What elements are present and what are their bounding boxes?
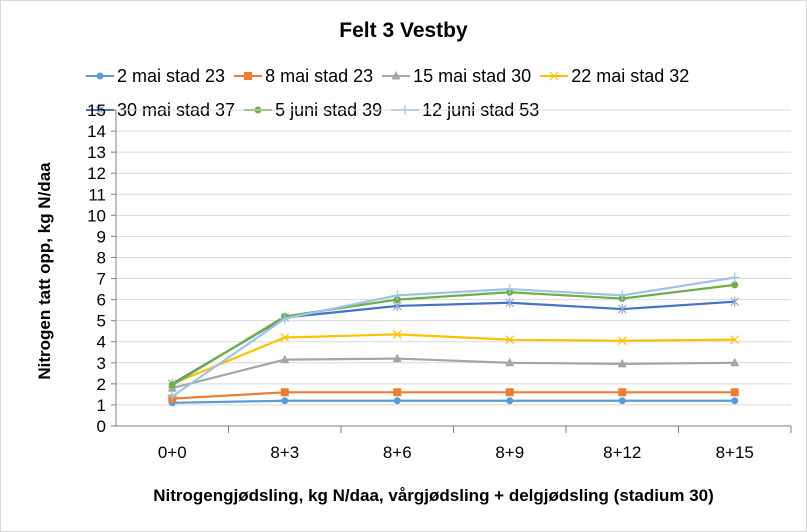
data-point <box>729 272 740 283</box>
data-point <box>392 329 402 339</box>
legend-label: 22 mai stad 32 <box>571 65 690 86</box>
x-tick-label: 8+9 <box>495 443 524 462</box>
series-line <box>171 357 735 390</box>
y-tick-label: 10 <box>87 206 106 225</box>
y-tick-label: 3 <box>97 354 106 373</box>
x-tick-label: 8+15 <box>716 443 754 462</box>
data-point <box>506 397 514 405</box>
y-tick-label: 5 <box>97 312 106 331</box>
legend-marker <box>549 71 559 81</box>
y-tick-label: 13 <box>87 143 106 162</box>
data-point <box>617 358 627 368</box>
series-4 <box>167 296 740 389</box>
data-point <box>168 381 176 389</box>
y-tick-label: 8 <box>97 248 106 267</box>
data-point <box>280 388 289 397</box>
legend-label: 8 mai stad 23 <box>265 65 374 86</box>
data-point <box>730 335 740 345</box>
x-tick-label: 8+6 <box>383 443 412 462</box>
legend-marker <box>95 105 105 115</box>
data-point <box>618 388 627 397</box>
y-tick-label: 6 <box>97 291 106 310</box>
y-tick-label: 2 <box>97 375 106 394</box>
x-tick-label: 8+3 <box>270 443 299 462</box>
y-tick-label: 0 <box>97 417 106 436</box>
legend-swatch-icon <box>540 71 569 81</box>
data-point <box>279 313 290 324</box>
legend-swatch-icon <box>86 105 114 115</box>
legend-marker <box>391 71 401 80</box>
series-5 <box>168 281 739 389</box>
data-point <box>505 297 515 308</box>
data-point <box>281 397 289 405</box>
data-point <box>617 304 627 315</box>
legend-marker <box>244 72 253 80</box>
data-point <box>618 397 626 405</box>
y-tick-label: 9 <box>97 227 106 246</box>
data-point <box>617 290 628 301</box>
legend-item: 22 mai stad 32 <box>539 59 689 93</box>
legend-item: 15 mai stad 30 <box>381 59 531 93</box>
series-6 <box>167 272 740 402</box>
data-point <box>393 388 402 397</box>
data-point <box>617 336 627 346</box>
legend-swatch-icon <box>382 71 411 80</box>
data-point <box>505 357 515 367</box>
legend-label: 2 mai stad 23 <box>117 65 226 86</box>
x-tick-label: 8+12 <box>603 443 641 462</box>
chart-title: Felt 3 Vestby <box>339 19 468 42</box>
series-line <box>172 391 735 400</box>
y-tick-label: 12 <box>87 164 106 183</box>
series-line <box>171 283 735 386</box>
data-point <box>505 335 515 345</box>
data-point <box>280 354 290 364</box>
y-axis-label: Nitrogen tatt opp, kg N/daa <box>35 162 54 380</box>
data-point <box>730 296 740 307</box>
x-axis-label: Nitrogengjødsling, kg N/daa, vårgjødslin… <box>153 486 714 505</box>
y-tick-label: 11 <box>88 185 106 204</box>
data-point <box>393 397 401 405</box>
data-point <box>730 388 739 397</box>
y-tick-label: 15 <box>87 101 106 120</box>
legend-swatch-icon <box>86 72 114 80</box>
series-line <box>171 300 735 385</box>
series-line <box>171 333 735 385</box>
data-point <box>730 357 740 367</box>
data-point <box>167 391 178 402</box>
y-tick-label: 4 <box>97 333 106 352</box>
data-point <box>392 290 403 301</box>
data-point <box>731 397 739 405</box>
x-tick-label: 0+0 <box>158 443 187 462</box>
data-point <box>505 388 514 397</box>
data-point <box>280 333 290 342</box>
series-2 <box>167 353 740 392</box>
y-tick-label: 1 <box>97 396 106 415</box>
data-point <box>731 281 739 289</box>
legend-item: 8 mai stad 23 <box>233 59 373 93</box>
series-line <box>172 399 735 404</box>
series-line <box>171 276 735 398</box>
data-point <box>392 353 402 363</box>
legend-item: 2 mai stad 23 <box>85 59 225 93</box>
legend-label: 15 mai stad 30 <box>413 65 532 86</box>
y-tick-label: 7 <box>97 270 106 289</box>
series-0 <box>168 397 739 407</box>
legend-swatch-icon <box>234 72 263 80</box>
legend-marker <box>96 72 104 80</box>
y-tick-label: 14 <box>87 122 106 141</box>
data-point <box>504 284 515 295</box>
